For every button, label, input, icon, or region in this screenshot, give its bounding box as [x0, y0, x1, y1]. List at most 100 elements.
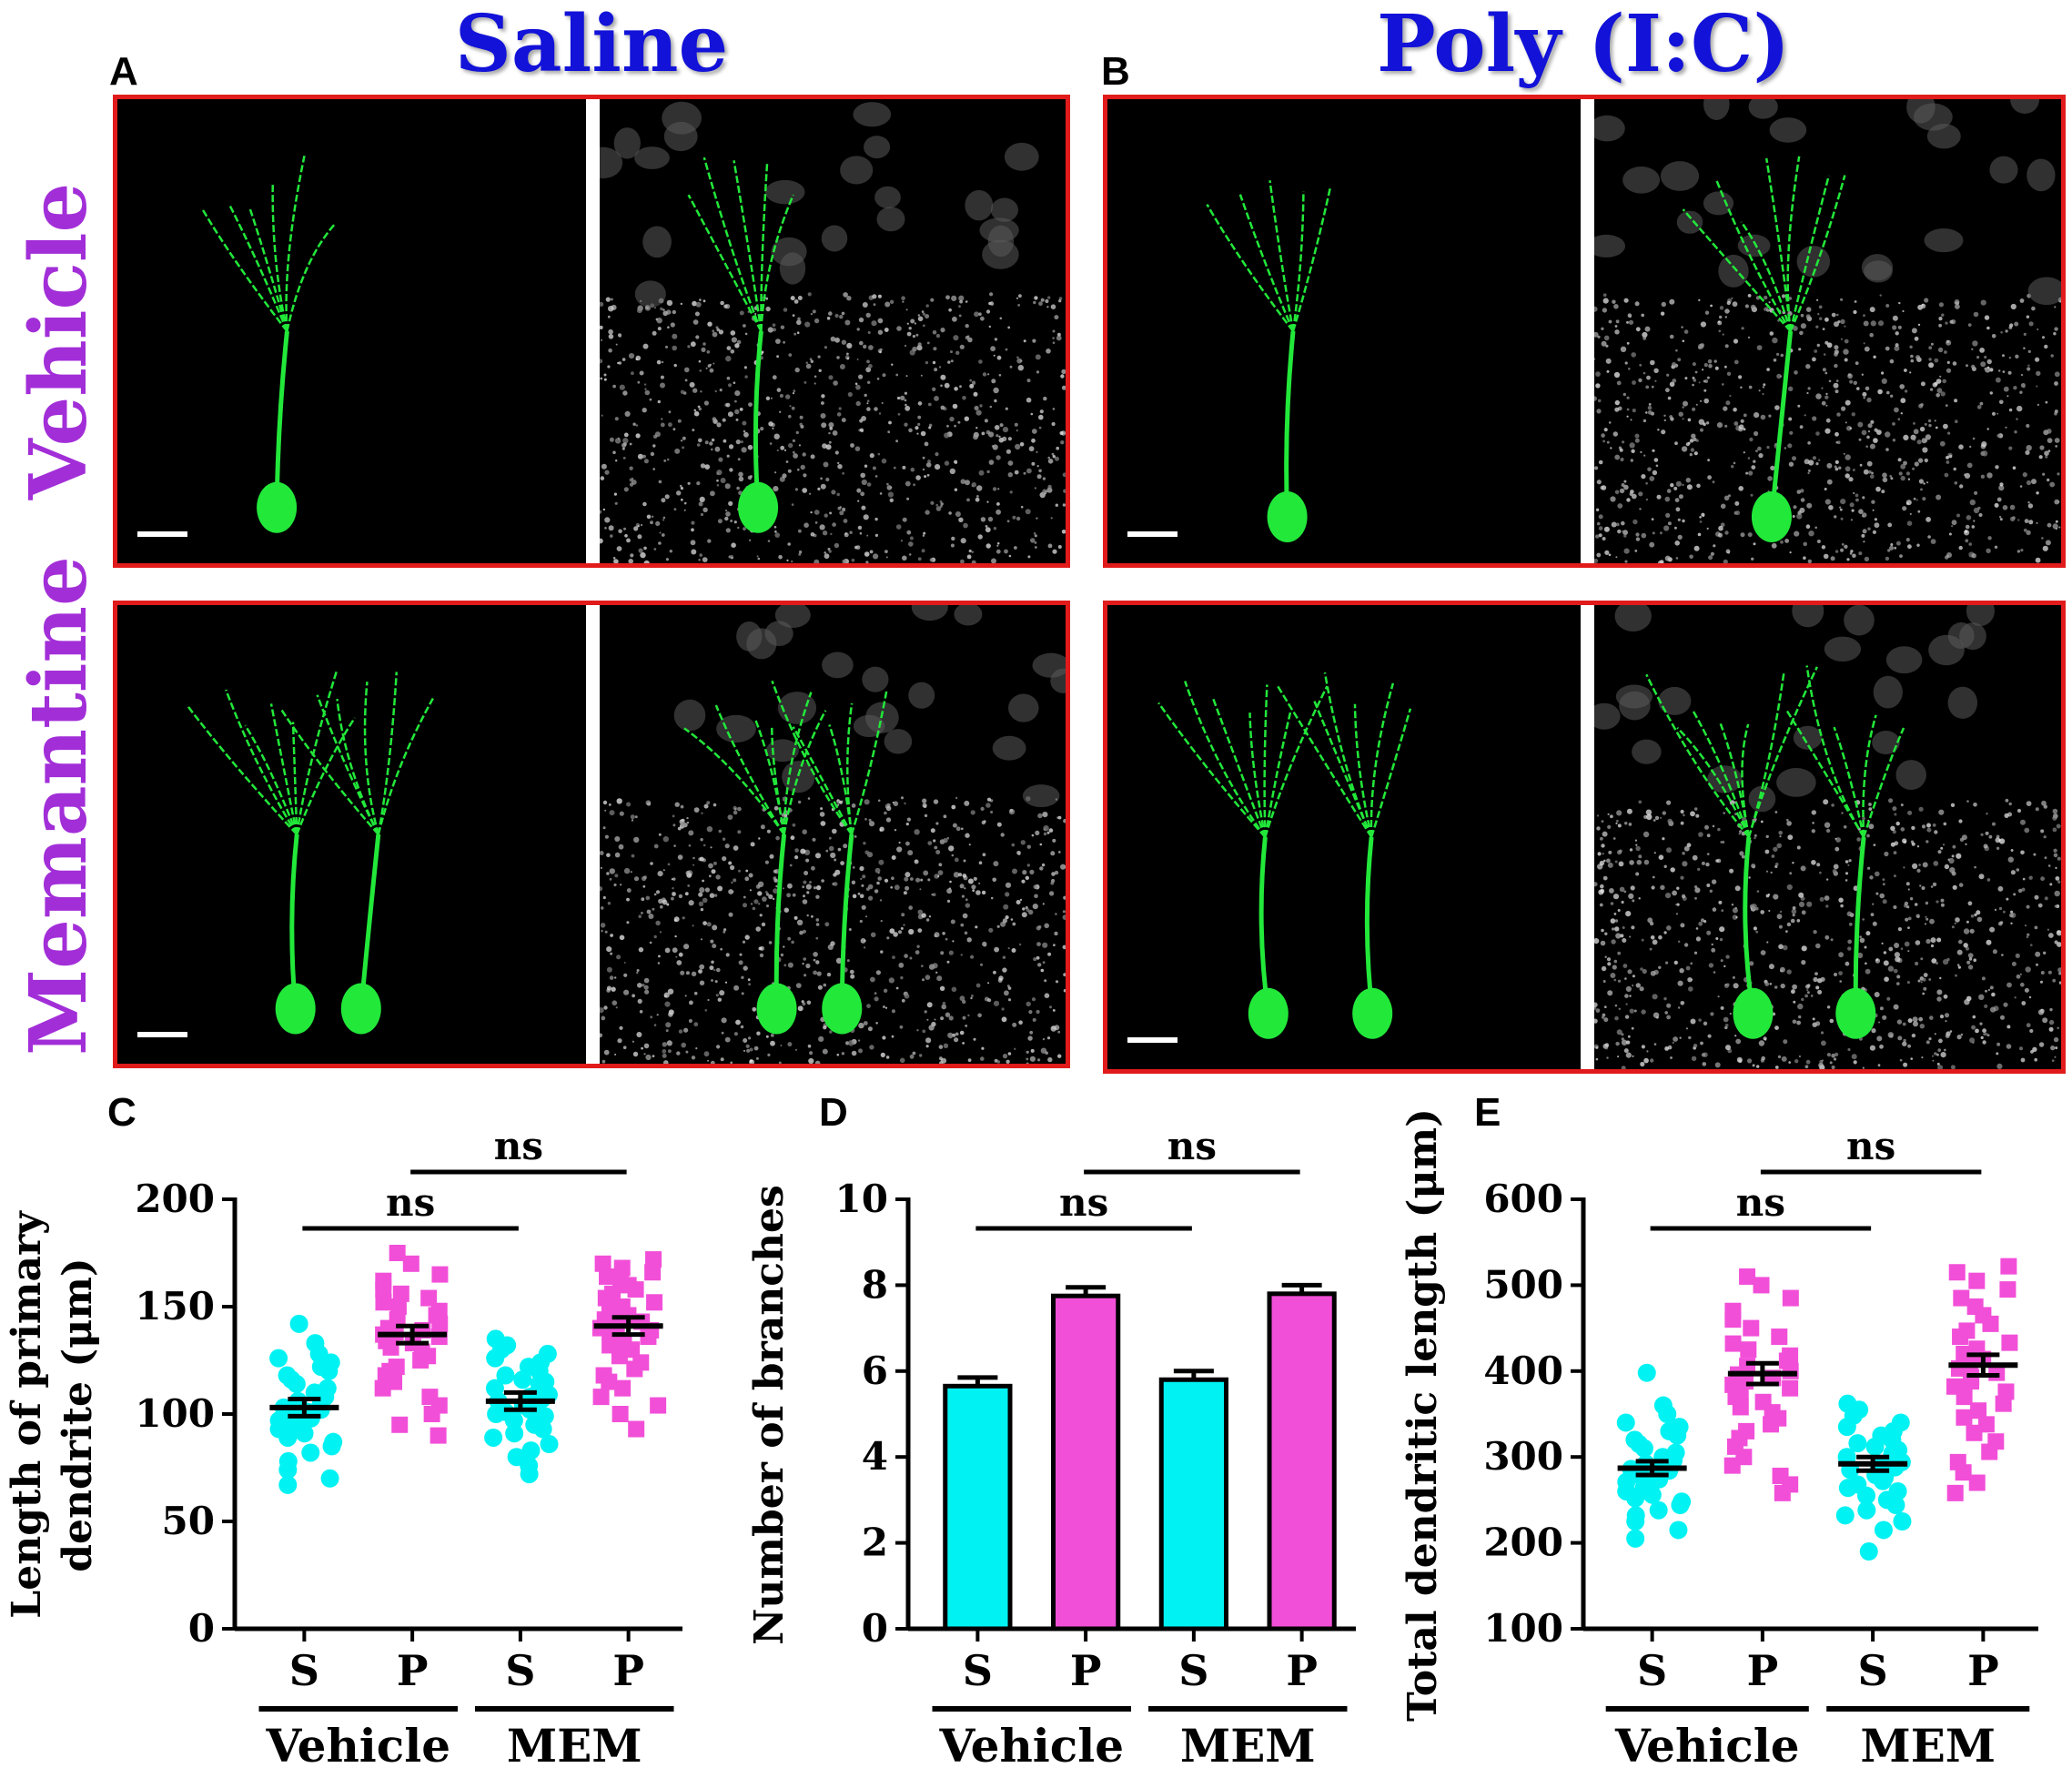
data-point	[420, 1289, 438, 1307]
y-tick-label: 100	[1483, 1606, 1563, 1651]
neuron-drawing	[137, 671, 434, 1037]
data-point	[597, 1289, 614, 1307]
data-point	[1970, 1402, 1987, 1419]
data-point	[1981, 1443, 1998, 1460]
data-point	[1774, 1484, 1791, 1501]
row-title-vehicle: Vehicle	[13, 182, 105, 500]
x-tick-label: P	[1070, 1646, 1102, 1695]
micrograph-polyic-vehicle	[1103, 95, 2066, 568]
data-point	[521, 1441, 541, 1460]
merge-drawing	[600, 101, 1066, 563]
data-point	[1952, 1328, 1969, 1346]
data-point	[278, 1428, 298, 1447]
merge-image	[1594, 605, 2061, 1069]
data-point	[533, 1419, 552, 1439]
data-point	[1743, 1319, 1760, 1337]
data-point	[504, 1411, 523, 1430]
data-point	[1723, 1457, 1741, 1474]
data-point	[402, 1255, 419, 1272]
group-label: MEM	[1860, 1719, 1996, 1773]
data-point	[1968, 1474, 1986, 1491]
data-point	[1968, 1272, 1986, 1289]
data-point	[1668, 1426, 1687, 1445]
neuron-drawing	[1127, 672, 1412, 1043]
x-tick-label: P	[1747, 1646, 1779, 1695]
significance-label: ns	[1846, 1124, 1895, 1168]
data-point	[645, 1251, 662, 1268]
data-point	[375, 1281, 392, 1298]
chart-d-svg: 0 2 4 6 8 10 S P S P Vehicle MEM Number of branches n…	[746, 1124, 1356, 1773]
y-axis-label: Number of branches	[746, 1185, 793, 1645]
y-tick-label: 200	[1483, 1520, 1563, 1565]
data-point	[2000, 1258, 2017, 1275]
data-point	[1859, 1542, 1878, 1561]
data-point	[1753, 1277, 1770, 1294]
data-point	[1874, 1520, 1893, 1540]
data-point	[540, 1435, 559, 1454]
data-point	[1658, 1405, 1677, 1423]
merge-image	[1594, 99, 2061, 563]
significance-label: ns	[1059, 1180, 1108, 1225]
data-point	[486, 1349, 505, 1368]
panel-letter-b: B	[1101, 49, 1130, 94]
data-point	[375, 1294, 392, 1311]
significance-label: ns	[1736, 1180, 1785, 1225]
data-point	[601, 1373, 618, 1390]
data-point	[613, 1259, 631, 1277]
data-point	[1835, 1506, 1855, 1525]
data-point	[1865, 1437, 1885, 1456]
y-tick-label: 150	[135, 1284, 215, 1328]
y-tick-label: 8	[862, 1262, 888, 1307]
data-point	[628, 1420, 645, 1438]
x-tick-label: P	[1967, 1646, 1999, 1695]
chart-total-dendritic-length: 100 200 300 400 500 600 S P S P Vehicle MEM Total de…	[1401, 1110, 2072, 1778]
scale-bar	[1127, 531, 1178, 537]
data-point	[1999, 1281, 2016, 1298]
data-point	[391, 1416, 409, 1433]
data-point	[626, 1360, 643, 1378]
merge-drawing	[1594, 99, 2061, 563]
data-point	[1955, 1464, 1972, 1481]
data-point	[389, 1245, 406, 1261]
data-point	[1886, 1496, 1905, 1515]
chart-e-svg: 100 200 300 400 500 600 S P S P Vehicle MEM Total de…	[1401, 1110, 2038, 1773]
data-point	[505, 1424, 524, 1443]
data-point	[1874, 1471, 1893, 1490]
chart-primary-dendrite-length: 0 50 100 150 200 S P S P Vehicle MEM Length of prim…	[0, 1110, 692, 1778]
micrograph-saline-vehicle	[113, 95, 1070, 568]
data-point	[389, 1298, 407, 1315]
data-point	[644, 1264, 662, 1281]
data-point	[287, 1374, 306, 1393]
data-point	[627, 1281, 644, 1298]
neuron-drawing	[1127, 180, 1332, 542]
data-point	[1671, 1496, 1690, 1515]
y-axis-label: Total dendritic length (μm)	[1401, 1110, 1446, 1722]
x-tick-label: S	[505, 1646, 535, 1695]
data-point	[594, 1255, 611, 1272]
y-tick-label: 500	[1483, 1262, 1563, 1307]
row-title-memantine: Memantine	[13, 556, 105, 1056]
y-tick-label: 2	[862, 1520, 888, 1565]
data-point	[392, 1285, 409, 1302]
x-tick-label: S	[289, 1646, 319, 1695]
data-point	[614, 1379, 632, 1397]
y-tick-label: 100	[135, 1391, 215, 1436]
y-tick-label: 4	[862, 1434, 888, 1479]
neuron-image	[117, 605, 586, 1064]
x-tick-label: P	[397, 1646, 429, 1695]
data-point	[1837, 1418, 1856, 1437]
data-point	[1956, 1409, 1973, 1426]
data-point	[1740, 1341, 1757, 1359]
data-point	[1732, 1399, 1749, 1416]
x-tick-label: S	[1637, 1646, 1667, 1695]
data-point	[431, 1266, 449, 1283]
data-point	[513, 1370, 532, 1389]
panel-letter-e: E	[1474, 1090, 1501, 1135]
data-point	[1893, 1512, 1912, 1530]
y-tick-label: 6	[862, 1349, 888, 1393]
merge-image	[600, 605, 1066, 1064]
data-point	[520, 1465, 539, 1484]
x-tick-label: S	[963, 1646, 993, 1695]
data-point	[1857, 1486, 1876, 1505]
data-point	[430, 1427, 447, 1444]
